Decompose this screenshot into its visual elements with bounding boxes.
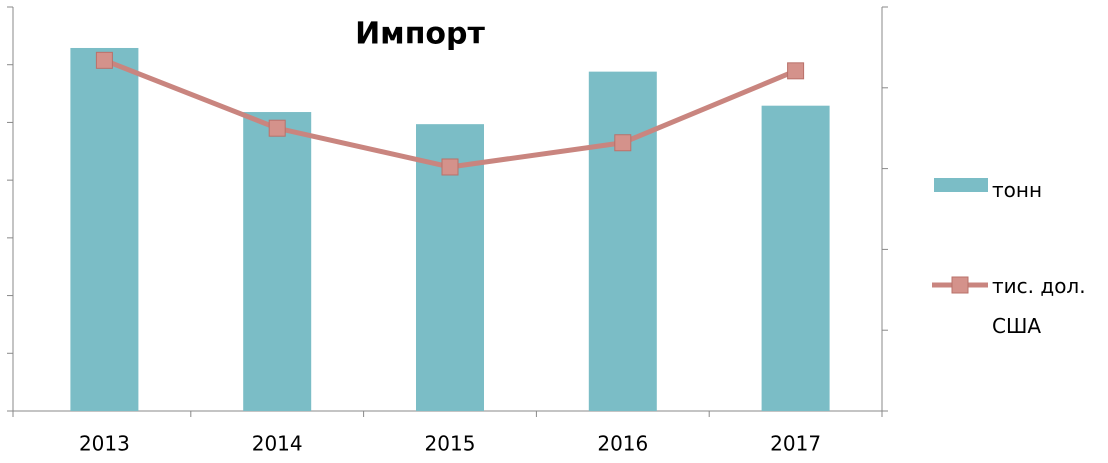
line-marker (268, 119, 286, 137)
bar (588, 71, 657, 411)
line-marker (787, 62, 805, 80)
line-marker (441, 158, 459, 176)
legend-marker (951, 276, 969, 294)
x-tick-label: 2017 (770, 432, 821, 456)
bar (70, 47, 139, 411)
bar (761, 105, 830, 411)
bar (243, 112, 312, 411)
line-marker (614, 134, 632, 152)
x-tick-label: 2015 (425, 432, 476, 456)
chart-title: Импорт (355, 17, 485, 52)
legend-label: тис. дол. США (992, 274, 1086, 338)
legend-label: тонн (992, 178, 1043, 202)
x-tick-label: 2013 (79, 432, 130, 456)
legend-swatch (934, 178, 988, 192)
line-marker (95, 51, 113, 69)
x-tick-label: 2016 (597, 432, 648, 456)
x-tick-label: 2014 (252, 432, 303, 456)
